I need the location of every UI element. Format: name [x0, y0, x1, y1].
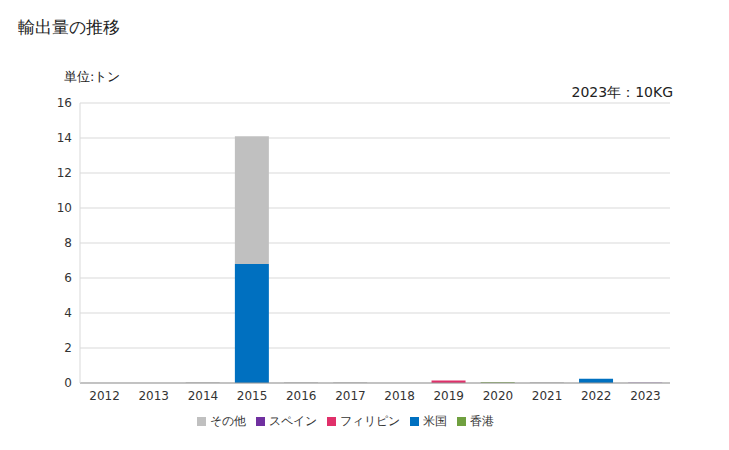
svg-text:2019: 2019 — [433, 389, 464, 403]
svg-text:2017: 2017 — [335, 389, 366, 403]
svg-text:8: 8 — [64, 236, 72, 250]
html-text:その他: その他 — [209, 414, 246, 428]
svg-text:16: 16 — [57, 96, 72, 110]
svg-text:12: 12 — [57, 166, 72, 180]
svg-text:2013: 2013 — [138, 389, 169, 403]
svg-text:2016: 2016 — [286, 389, 317, 403]
svg-text:2012: 2012 — [89, 389, 120, 403]
svg-text:2014: 2014 — [188, 389, 219, 403]
svg-text:2022: 2022 — [581, 389, 612, 403]
html-text:香港: 香港 — [469, 414, 494, 428]
svg-text:2015: 2015 — [237, 389, 268, 403]
html-text:単位:トン: 単位:トン — [64, 69, 121, 84]
svg-text:6: 6 — [64, 271, 72, 285]
html-text:フィリピン: フィリピン — [339, 414, 400, 428]
html-text:スペイン: スペイン — [268, 414, 317, 428]
svg-text:4: 4 — [64, 306, 72, 320]
svg-text:2023: 2023 — [630, 389, 661, 403]
html-text:輸出量の推移: 輸出量の推移 — [18, 17, 120, 37]
html-text:米国: 米国 — [422, 414, 447, 428]
svg-text:2021: 2021 — [532, 389, 563, 403]
svg-text:14: 14 — [57, 131, 72, 145]
html-text:2023年：10KG: 2023年：10KG — [571, 84, 673, 100]
svg-text:2020: 2020 — [483, 389, 514, 403]
svg-text:2018: 2018 — [384, 389, 415, 403]
svg-text:2: 2 — [64, 341, 72, 355]
svg-text:10: 10 — [57, 201, 72, 215]
svg-text:0: 0 — [64, 376, 72, 390]
